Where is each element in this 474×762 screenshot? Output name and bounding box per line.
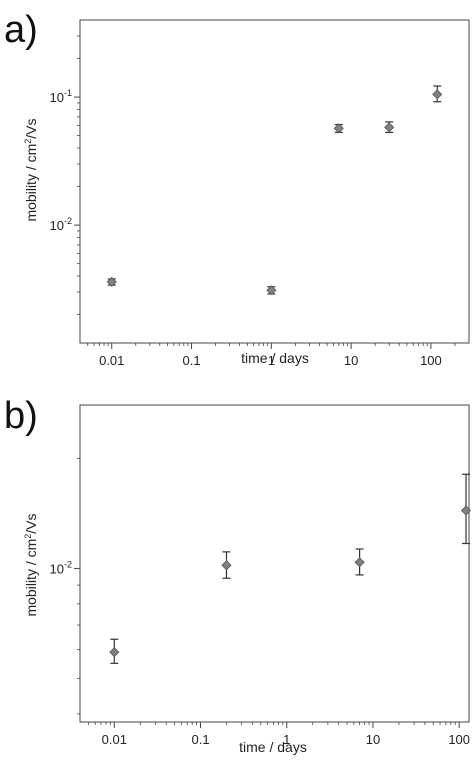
- x-axis-label-a: time / days: [241, 350, 309, 366]
- marker: [333, 123, 344, 134]
- chart-panel-a: a) 0.01 0.1 1 10 100 10-2 10-1 time / days mo…: [4, 9, 470, 368]
- data-point: [384, 121, 395, 133]
- data-point: [109, 638, 120, 664]
- data-point: [333, 123, 344, 134]
- data-point: [266, 285, 277, 296]
- y-axis-label-a: mobility / cm2/Vs: [23, 118, 39, 221]
- marker: [221, 560, 232, 571]
- y-tick-label: 10-2: [50, 559, 72, 576]
- y-tick-label: 10-2: [50, 216, 72, 233]
- y-tick-label: 10-1: [50, 88, 72, 105]
- marker: [109, 647, 120, 658]
- data-point: [432, 85, 443, 103]
- x-tick-label: 0.01: [99, 353, 124, 368]
- y-axis-label-b: mobility / cm2/Vs: [23, 513, 39, 616]
- marker: [384, 122, 395, 133]
- data-series-a: [106, 85, 443, 296]
- x-axis-a: 0.01 0.1 1 10 100: [87, 343, 456, 368]
- x-tick-label: 0.01: [102, 732, 127, 747]
- marker: [106, 276, 117, 287]
- data-point: [221, 551, 232, 579]
- x-tick-label: 0.1: [183, 353, 201, 368]
- plot-frame-a: [79, 19, 470, 344]
- x-tick-label: 10: [344, 353, 358, 368]
- marker: [266, 285, 277, 296]
- marker: [460, 505, 472, 516]
- x-tick-label: 0.1: [191, 732, 209, 747]
- x-tick-label: 1: [268, 353, 275, 368]
- panel-label-a: a): [4, 9, 38, 51]
- x-axis-label-b: time / days: [239, 739, 307, 755]
- x-tick-label: 100: [448, 732, 470, 747]
- x-tick-label: 100: [420, 353, 442, 368]
- data-point: [460, 473, 472, 545]
- panel-label-b: b): [4, 395, 38, 437]
- data-series-b: [109, 473, 472, 664]
- data-point: [106, 276, 117, 287]
- y-axis-b: 10-2: [50, 458, 80, 715]
- marker: [432, 89, 443, 100]
- x-axis-b: 0.01 0.1 1 10 100: [87, 722, 470, 747]
- chart-panel-b: b) 0.01 0.1 1 10 100 10-2 time / days mobili…: [4, 395, 472, 755]
- plot-frame-b: [79, 404, 470, 723]
- marker: [354, 557, 365, 568]
- data-point: [354, 548, 365, 576]
- y-axis-a: 10-2 10-1: [50, 35, 80, 315]
- x-tick-label: 1: [283, 732, 290, 747]
- x-tick-label: 10: [366, 732, 380, 747]
